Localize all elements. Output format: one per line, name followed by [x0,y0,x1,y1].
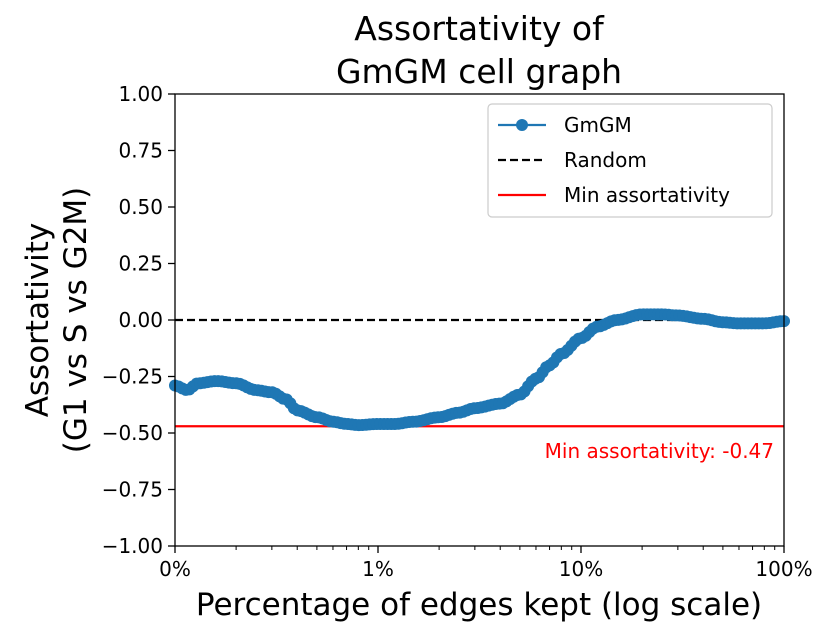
x-axis-ticks: 0% 1% 10% 100% [159,546,813,581]
x-tick-label-2: 10% [559,557,603,581]
x-tick-label-3: 100% [755,557,812,581]
chart-title-line-2: GmGM cell graph [336,52,622,91]
y-axis-label-line-1: Assortativity [20,223,56,418]
legend-box [487,103,773,218]
min-assortativity-annotation: Min assortativity: -0.47 [545,439,774,463]
y-axis-ticks: 1.00 0.75 0.50 0.25 0.00 −0.25 −0.50 −0.75 −1.00 [102,82,175,558]
y-tick-label-8: −1.00 [102,534,163,558]
legend-gmgm-marker [516,119,528,131]
chart-title-line-1: Assortativity of [354,9,605,48]
y-tick-label-7: −0.75 [102,478,163,502]
y-tick-label-3: 0.25 [118,252,163,276]
x-tick-label-0: 0% [159,557,191,581]
legend-random-label: Random [564,148,647,172]
y-axis-label-line-2: (G1 vs S vs G2M) [58,187,94,454]
legend-gmgm-label: GmGM [564,113,632,137]
legend-min-label: Min assortativity [564,183,730,207]
x-axis-label: Percentage of edges kept (log scale) [196,587,762,623]
y-tick-label-4: 0.00 [118,308,163,332]
x-tick-label-1: 1% [362,557,394,581]
y-tick-label-0: 1.00 [118,82,163,106]
gmgm-series [169,308,790,432]
y-tick-label-6: −0.50 [102,421,163,445]
legend: GmGM Random Min assortativity [487,103,773,218]
y-tick-label-1: 0.75 [118,139,163,163]
y-tick-label-5: −0.25 [102,365,163,389]
y-tick-label-2: 0.50 [118,195,163,219]
